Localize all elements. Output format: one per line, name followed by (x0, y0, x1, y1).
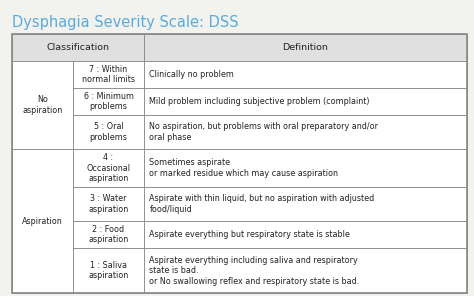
Bar (144, 34, 467, 61)
Text: No
aspiration: No aspiration (22, 95, 63, 115)
Text: 6 : Minimum
problems: 6 : Minimum problems (83, 92, 134, 111)
Bar (73, 115, 144, 149)
Text: Mild problem including subjective problem (complaint): Mild problem including subjective proble… (149, 97, 370, 106)
Bar (73, 88, 144, 115)
Bar (144, 61, 467, 88)
Text: Aspiration: Aspiration (22, 216, 63, 226)
Bar (144, 115, 467, 149)
Bar (144, 221, 467, 248)
Text: 3 : Water
aspiration: 3 : Water aspiration (89, 194, 128, 214)
Text: 5 : Oral
problems: 5 : Oral problems (90, 122, 128, 142)
Text: 1 : Saliva
aspiration: 1 : Saliva aspiration (89, 261, 128, 280)
Text: 7 : Within
normal limits: 7 : Within normal limits (82, 65, 135, 84)
Text: 2 : Food
aspiration: 2 : Food aspiration (89, 225, 128, 244)
Bar (144, 149, 467, 187)
Bar (12, 61, 73, 149)
Bar (73, 149, 144, 187)
Bar (73, 187, 144, 221)
Text: Clinically no problem: Clinically no problem (149, 70, 234, 79)
Text: No aspiration, but problems with oral preparatory and/or
oral phase: No aspiration, but problems with oral pr… (149, 122, 379, 142)
Bar (12, 34, 144, 61)
Bar (144, 248, 467, 293)
Bar (12, 149, 73, 293)
Bar (73, 248, 144, 293)
Bar (144, 187, 467, 221)
Text: Sometimes aspirate
or marked residue which may cause aspiration: Sometimes aspirate or marked residue whi… (149, 158, 338, 178)
Text: Classification: Classification (46, 43, 109, 52)
Text: Dysphagia Severity Scale: DSS: Dysphagia Severity Scale: DSS (12, 15, 238, 30)
Text: Aspirate everything including saliva and respiratory
state is bad.
or No swallow: Aspirate everything including saliva and… (149, 256, 360, 286)
Text: Definition: Definition (283, 43, 328, 52)
Text: 4 :
Occasional
aspiration: 4 : Occasional aspiration (87, 153, 130, 183)
Bar (144, 88, 467, 115)
Text: Aspirate with thin liquid, but no aspiration with adjusted
food/liquid: Aspirate with thin liquid, but no aspira… (149, 194, 375, 214)
Text: Aspirate everything but respiratory state is stable: Aspirate everything but respiratory stat… (149, 230, 350, 239)
Bar (73, 61, 144, 88)
Bar (12, 34, 467, 293)
Bar (73, 221, 144, 248)
